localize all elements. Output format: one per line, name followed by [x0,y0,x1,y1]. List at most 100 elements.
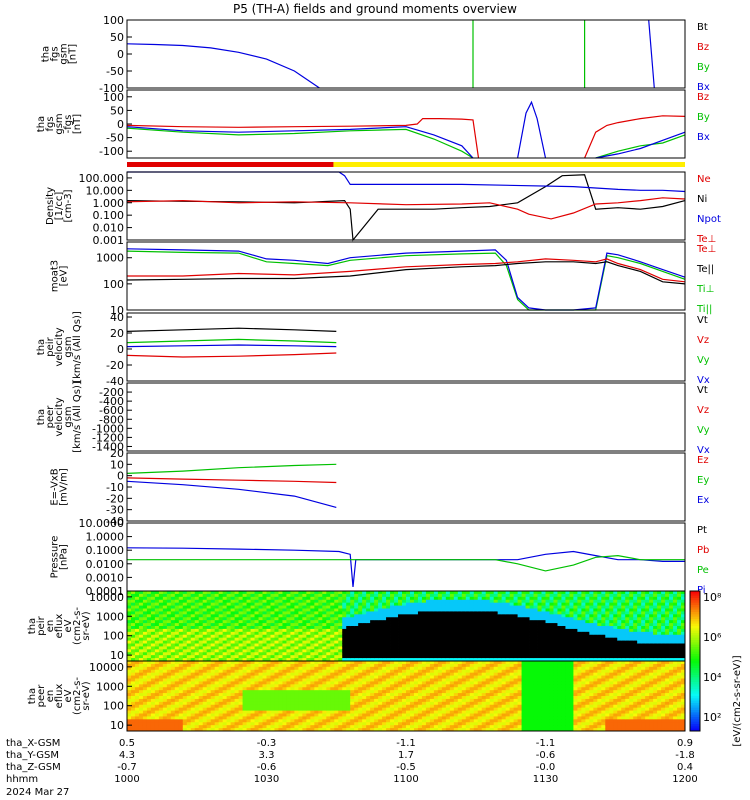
heatmap-cell [549,599,554,604]
heatmap-cell [230,681,236,685]
heatmap-cell [481,655,487,659]
heatmap-cell [138,693,144,697]
heatmap-cell [457,634,463,639]
heatmap-cell [134,599,140,604]
heatmap-cell [270,701,275,706]
heatmap-cell [653,637,658,641]
heatmap-cell [234,716,239,720]
heatmap-cell [497,626,503,630]
heatmap-cell [282,681,287,685]
heatmap-cell [270,698,275,703]
heatmap-cell [378,646,383,650]
heatmap-cell [142,649,148,653]
heatmap-cell [262,690,267,694]
ytick-label: 0 [117,118,124,131]
heatmap-cell [186,725,192,729]
heatmap-cell [274,696,279,700]
heatmap-cell [533,655,538,659]
heatmap-cell [386,599,391,604]
heatmap-cell [238,614,243,618]
heatmap-cell [465,640,471,644]
heatmap-cell [394,617,399,621]
heatmap-cell [334,722,339,726]
heatmap-cell [649,611,654,615]
heatmap-cell [465,652,471,656]
heatmap-cell [186,628,192,633]
heatmap-cell [154,655,160,659]
heatmap-cell [298,663,303,668]
heatmap-cell [278,623,283,627]
heatmap-cell [294,728,299,732]
heatmap-cell [409,620,415,624]
heatmap-cell [425,599,431,604]
heatmap-cell [493,652,499,656]
heatmap-cell [493,634,499,639]
heatmap-cell [354,593,359,598]
ytick-label: 100.000 [79,172,125,185]
heatmap-cell [354,707,359,711]
heatmap-cell [417,614,423,618]
heatmap-cell [318,704,323,709]
heatmap-cell [166,728,172,732]
heatmap-cell [481,649,487,653]
heatmap-cell [210,605,216,609]
heatmap-cell [409,626,415,630]
heatmap-cell [322,605,327,609]
heatmap-cell [174,672,180,676]
heatmap-cell [386,631,391,636]
heatmap-cell [318,701,323,706]
heatmap-cell [306,684,311,688]
heatmap-cell [429,646,435,650]
heatmap-cell [218,637,224,641]
heatmap-cell [142,643,148,647]
heatmap-cell [178,655,184,659]
heatmap-cell [477,596,483,601]
heatmap-cell [194,725,200,729]
heatmap-cell [477,658,483,662]
heatmap-cell [158,719,164,723]
series-line-bx [595,131,686,159]
heatmap-cell [545,605,550,609]
heatmap-cell [210,678,216,682]
heatmap-cell [182,722,188,726]
heatmap-cell [577,631,582,636]
heatmap-cell [262,593,267,598]
heatmap-cell [218,620,224,624]
heatmap-cell [605,596,610,601]
heatmap-cell [210,713,216,717]
heatmap-cell [402,591,407,595]
heatmap-cell [254,701,259,706]
heatmap-cell [186,626,192,630]
heatmap-cell [170,663,176,668]
heatmap-cell [509,643,515,647]
heatmap-cell [330,637,335,641]
heatmap-cell [138,687,144,691]
heatmap-cell [290,617,295,621]
heatmap-cell [198,684,204,688]
heatmap-cell [246,631,251,636]
heatmap-cell [577,655,582,659]
heatmap-cell [481,591,487,595]
heatmap-cell [533,631,538,636]
heatmap-cell [222,661,228,665]
heatmap-cell [262,608,267,612]
heatmap-cell [210,658,216,662]
heatmap-cell [230,687,236,691]
ylabel-text: E=-VxB [50,468,61,505]
heatmap-cell [609,591,614,595]
heatmap-cell [382,646,387,650]
heatmap-cell [127,713,132,717]
ylabel-text: fgs [45,116,56,131]
heatmap-cell [565,637,570,641]
heatmap-cell [354,725,359,729]
heatmap-cell [266,614,271,618]
heatmap-cell [286,602,291,606]
heatmap-cell [214,614,220,618]
heatmap-cell [262,707,267,711]
heatmap-cell [374,614,379,618]
heatmap-cell [202,591,208,595]
heatmap-cell [242,684,247,688]
heatmap-cell [178,591,184,595]
heatmap-cell [250,614,255,618]
heatmap-cell [326,637,331,641]
